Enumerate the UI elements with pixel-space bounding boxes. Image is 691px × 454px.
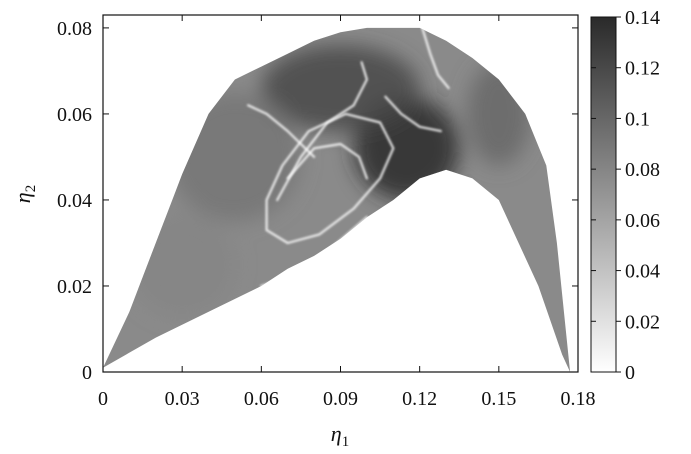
x-tick-label: 0.12 (402, 388, 437, 410)
y-axis-ticks: 0 0.02 0.04 0.06 0.08 (57, 18, 578, 384)
y-axis-label-subscript: 2 (23, 185, 39, 193)
heatmap-hotspot (261, 45, 420, 132)
bright-curve (286, 142, 368, 180)
colorbar-tick-label: 0.06 (625, 210, 660, 232)
y-tick-label: 0.06 (57, 104, 92, 126)
x-tick-label: 0.03 (165, 388, 200, 410)
y-tick-label: 0 (82, 362, 92, 384)
colorbar (590, 16, 617, 373)
y-tick-label: 0.04 (57, 190, 92, 212)
colorbar-tick-label: 0.1 (625, 108, 650, 130)
bright-curve (421, 27, 450, 90)
y-axis-label-symbol: η (10, 192, 35, 203)
colorbar-tick-label: 0.04 (625, 261, 660, 283)
bright-structure-curves (247, 27, 450, 288)
x-axis-label-symbol: η (331, 421, 342, 446)
y-tick-label: 0.08 (57, 18, 92, 40)
bright-curve (384, 95, 442, 133)
colorbar-tick-label: 0.08 (625, 159, 660, 181)
y-tick-label: 0.02 (57, 276, 92, 298)
x-axis-label-subscript: 1 (342, 434, 350, 449)
x-tick-label: 0 (98, 388, 108, 410)
colorbar-tick-label: 0.02 (625, 311, 660, 333)
bright-curve (265, 112, 395, 245)
colorbar-tick-label: 0.14 (625, 7, 660, 29)
x-tick-label: 0.09 (323, 388, 358, 410)
x-tick-label: 0.18 (561, 388, 596, 410)
x-tick-label: 0.06 (244, 388, 279, 410)
colorbar-tick-label: 0.12 (625, 58, 660, 80)
x-tick-label: 0.15 (481, 388, 516, 410)
y-axis-label: η2 (10, 185, 39, 203)
x-axis-ticks: 0 0.03 0.06 0.09 0.12 0.15 0.18 (98, 15, 596, 410)
bright-curve (276, 61, 368, 202)
colorbar-ticks: 0 0.02 0.04 0.06 0.08 0.1 0.12 0.14 (591, 7, 660, 384)
bright-curve (247, 104, 316, 158)
colorbar-tick-label: 0 (625, 362, 635, 384)
x-axis-label: η1 (331, 421, 349, 449)
